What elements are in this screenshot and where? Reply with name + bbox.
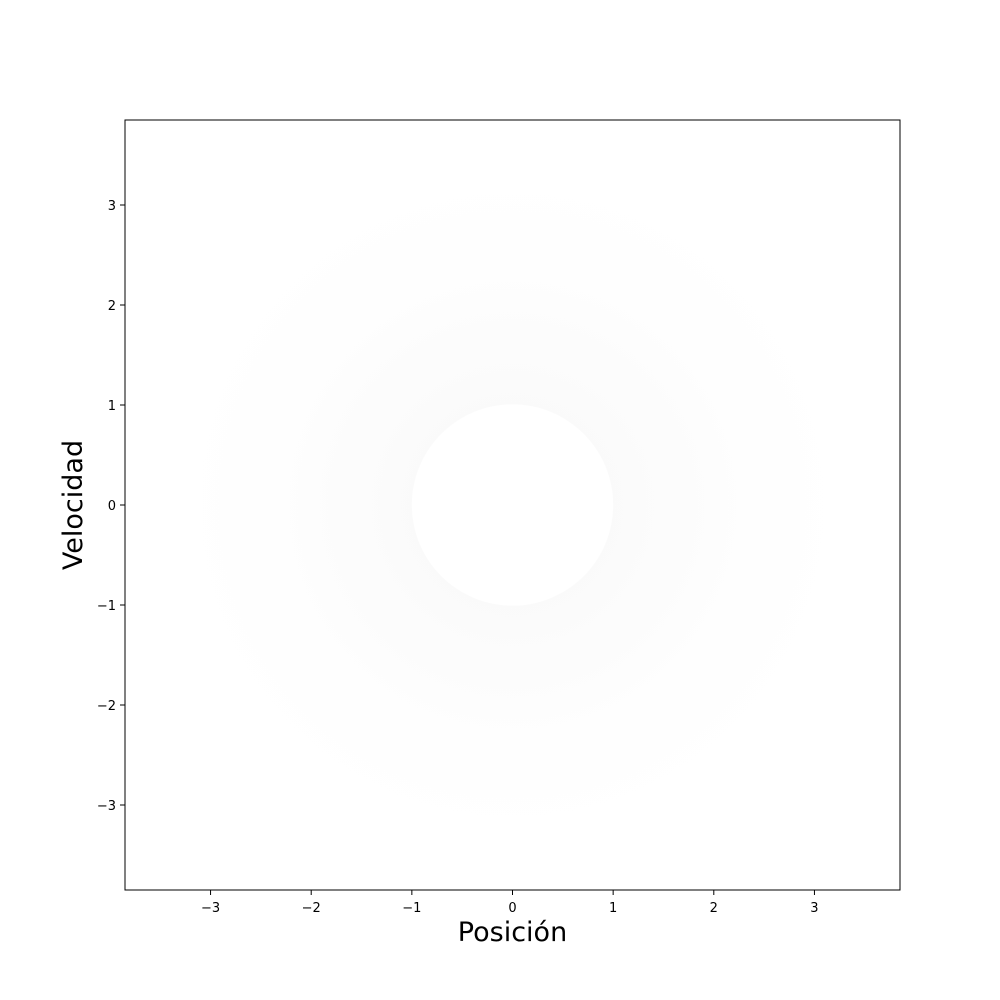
x-tick-label: −1 xyxy=(402,901,421,916)
plot-area xyxy=(125,120,900,890)
y-tick-label: 0 xyxy=(108,499,116,514)
x-axis-ticks: −3 −2 −1 0 1 2 3 xyxy=(201,890,819,916)
y-tick-label: 2 xyxy=(108,299,116,314)
x-tick-label: −2 xyxy=(302,901,321,916)
y-tick-label: 1 xyxy=(108,399,116,414)
y-axis-ticks: −3 −2 −1 0 1 2 3 xyxy=(97,199,125,814)
x-tick-label: −3 xyxy=(201,901,220,916)
y-axis-label: Velocidad xyxy=(58,440,89,570)
y-tick-label: 3 xyxy=(108,199,116,214)
x-tick-label: 0 xyxy=(508,901,516,916)
y-tick-label: −1 xyxy=(97,599,116,614)
empty-center-disc xyxy=(411,404,614,606)
x-axis-label: Posición xyxy=(458,917,567,948)
x-tick-label: 2 xyxy=(710,901,718,916)
y-tick-label: −2 xyxy=(97,699,116,714)
y-tick-label: −3 xyxy=(97,799,116,814)
x-tick-label: 1 xyxy=(609,901,617,916)
x-tick-label: 3 xyxy=(810,901,818,916)
